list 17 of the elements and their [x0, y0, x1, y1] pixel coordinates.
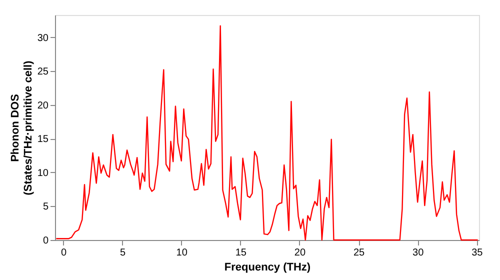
y-tick-label: 15	[37, 134, 49, 146]
x-tick-label: 35	[472, 248, 484, 258]
y-tick-label: 25	[37, 66, 49, 78]
x-tick-label: 20	[294, 248, 306, 258]
x-tick-label: 5	[120, 248, 126, 258]
y-tick-label: 5	[42, 202, 49, 213]
x-axis-title: Frequency (THz)	[224, 262, 311, 274]
y-tick-label: 10	[37, 168, 49, 179]
x-tick-label: 30	[412, 248, 424, 258]
y-tick-label: 30	[37, 32, 49, 44]
x-tick-label: 25	[353, 248, 366, 258]
y-tick-label: 0	[42, 236, 49, 246]
x-tick-label: 0	[60, 248, 67, 258]
y-axis-title: Phonon DOS (States/THz·primitive cell)	[9, 60, 34, 196]
x-tick-label: 15	[235, 248, 247, 258]
y-tick-label: 20	[37, 100, 49, 112]
x-tick-label: 10	[176, 248, 188, 258]
